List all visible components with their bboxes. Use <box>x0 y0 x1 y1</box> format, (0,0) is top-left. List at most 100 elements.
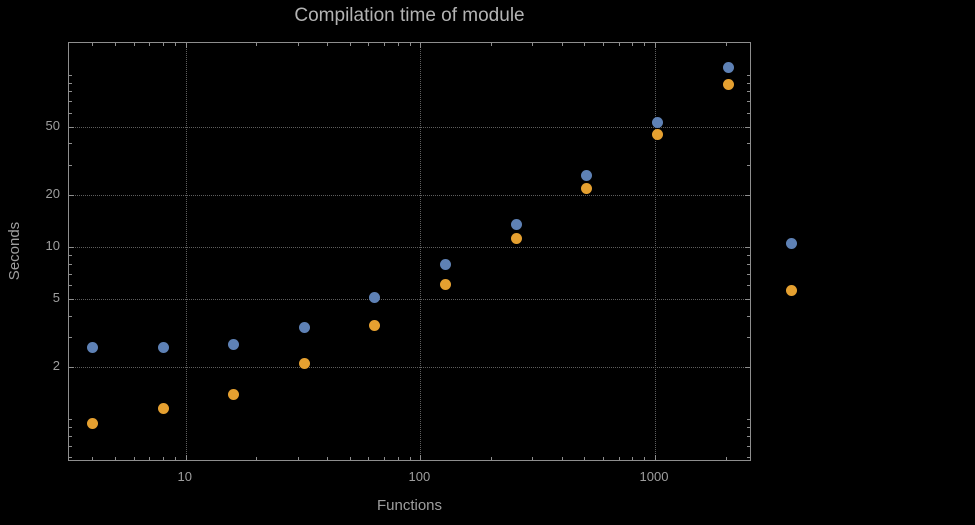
tick-mark <box>747 82 750 84</box>
tick-mark <box>69 113 72 115</box>
tick-mark <box>69 195 74 197</box>
tick-mark <box>115 43 117 46</box>
tick-mark <box>175 457 176 460</box>
data-point-series-orange <box>581 182 593 194</box>
tick-mark <box>725 457 727 460</box>
tick-mark <box>747 445 750 447</box>
tick-mark <box>368 457 370 460</box>
y-tick-label: 5 <box>52 289 60 305</box>
tick-mark <box>349 457 351 460</box>
legend-marker-series-blue <box>786 238 797 249</box>
data-point-series-blue <box>440 259 452 271</box>
tick-mark <box>747 113 750 115</box>
tick-mark <box>69 263 72 265</box>
tick-mark <box>256 457 258 460</box>
tick-mark <box>69 101 72 103</box>
y-tick-label: 20 <box>45 186 60 202</box>
tick-mark <box>327 457 328 460</box>
tick-mark <box>92 43 94 46</box>
tick-mark <box>384 43 386 46</box>
tick-mark <box>747 164 750 166</box>
data-point-series-blue <box>298 322 310 334</box>
tick-mark <box>618 43 620 46</box>
y-tick-label: 2 <box>52 358 60 374</box>
tick-mark <box>69 367 74 369</box>
tick-mark <box>655 455 656 460</box>
data-point-series-orange <box>228 388 240 400</box>
tick-mark <box>397 43 399 46</box>
tick-mark <box>532 457 534 460</box>
x-gridline <box>655 43 656 460</box>
data-point-series-blue <box>228 339 240 351</box>
tick-mark <box>115 457 117 460</box>
data-point-series-blue <box>86 342 98 354</box>
data-point-series-blue <box>157 342 169 354</box>
data-point-series-blue <box>510 219 522 231</box>
tick-mark <box>133 43 135 46</box>
tick-mark <box>69 164 72 166</box>
y-tick-label: 10 <box>45 238 60 254</box>
tick-mark <box>327 43 328 46</box>
tick-mark <box>747 285 750 287</box>
tick-mark <box>69 298 74 300</box>
tick-mark <box>185 455 187 460</box>
tick-mark <box>644 457 646 460</box>
tick-mark <box>491 457 492 460</box>
tick-mark <box>69 427 72 429</box>
tick-mark <box>397 457 399 460</box>
data-point-series-blue <box>581 170 593 182</box>
tick-mark <box>420 43 422 48</box>
tick-mark <box>602 43 604 46</box>
data-point-series-blue <box>369 291 381 303</box>
tick-mark <box>747 457 750 459</box>
x-axis-label: Functions <box>376 497 443 514</box>
tick-mark <box>532 43 534 46</box>
tick-mark <box>69 435 72 437</box>
tick-mark <box>747 419 750 421</box>
data-point-series-blue <box>651 116 663 128</box>
plot-area <box>68 42 751 461</box>
tick-mark <box>409 457 411 460</box>
data-point-series-orange <box>722 78 734 90</box>
tick-mark <box>745 195 750 197</box>
tick-mark <box>175 43 176 46</box>
x-tick-label: 10 <box>177 469 192 484</box>
tick-mark <box>747 74 750 76</box>
tick-mark <box>384 457 386 460</box>
tick-mark <box>69 337 72 339</box>
tick-mark <box>747 143 750 145</box>
data-point-series-orange <box>510 233 522 245</box>
tick-mark <box>747 435 750 437</box>
data-point-series-orange <box>651 129 663 141</box>
tick-mark <box>69 273 72 275</box>
chart-title: Compilation time of module <box>294 5 525 26</box>
tick-mark <box>69 143 72 145</box>
tick-mark <box>747 273 750 275</box>
y-gridline <box>69 247 750 249</box>
tick-mark <box>632 457 634 460</box>
tick-mark <box>69 315 72 317</box>
legend <box>786 238 797 298</box>
tick-mark <box>745 298 750 300</box>
tick-mark <box>133 457 135 460</box>
tick-mark <box>69 91 72 93</box>
y-gridline <box>69 195 750 197</box>
tick-mark <box>747 91 750 93</box>
tick-mark <box>602 457 604 460</box>
data-point-series-orange <box>86 417 98 429</box>
data-point-series-blue <box>722 62 734 74</box>
tick-mark <box>561 457 563 460</box>
tick-mark <box>745 126 750 128</box>
legend-marker-series-orange <box>786 285 797 296</box>
tick-mark <box>149 43 151 46</box>
y-gridline <box>69 367 750 369</box>
tick-mark <box>92 457 94 460</box>
tick-mark <box>69 126 74 128</box>
tick-mark <box>655 43 656 48</box>
tick-mark <box>69 445 72 447</box>
y-gridline <box>69 126 750 128</box>
tick-mark <box>163 457 164 460</box>
tick-mark <box>725 43 727 46</box>
tick-mark <box>632 43 634 46</box>
tick-mark <box>584 457 586 460</box>
